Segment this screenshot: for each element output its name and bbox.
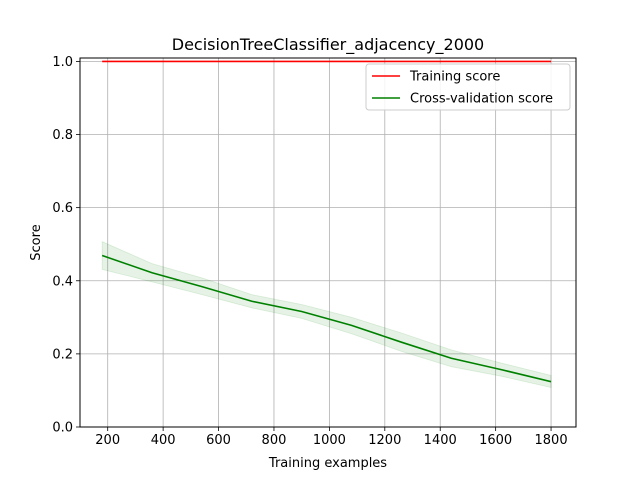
y-tick-label: 1.0 (52, 55, 73, 70)
x-tick-label: 200 (95, 433, 120, 448)
x-tick-label: 1200 (368, 433, 401, 448)
y-tick-label: 0.4 (52, 274, 73, 289)
x-tick-label: 600 (206, 433, 231, 448)
legend-label-cross-validation-score: Cross-validation score (410, 92, 553, 107)
x-tick-label: 1400 (424, 433, 457, 448)
series-lines (101, 60, 552, 383)
chart-title: DecisionTreeClassifier_adjacency_2000 (172, 35, 484, 55)
x-tick-label: 400 (151, 433, 176, 448)
cross-validation-score-line (101, 254, 552, 383)
legend-box (365, 63, 571, 111)
y-tick-label: 0.6 (52, 201, 73, 216)
cross-validation-score-band (101, 241, 552, 389)
plot-frame (79, 57, 577, 428)
axis-ticks: 200 400 600 800 1000 1200 1400 1600 1800 0.0 0.2 0.… (52, 55, 567, 448)
y-tick-label: 0.0 (52, 421, 73, 436)
x-tick-label: 800 (262, 433, 287, 448)
x-tick-label: 1600 (479, 433, 512, 448)
y-axis-title: Score (29, 224, 44, 260)
legend: Training score Cross-validation score (365, 63, 571, 111)
y-tick-label: 0.2 (52, 347, 73, 362)
x-axis-title: Training examples (268, 456, 387, 471)
x-tick-label: 1800 (535, 433, 568, 448)
x-tick-label: 1000 (313, 433, 346, 448)
legend-label-training-score: Training score (409, 70, 500, 85)
y-tick-label: 0.8 (52, 128, 73, 143)
